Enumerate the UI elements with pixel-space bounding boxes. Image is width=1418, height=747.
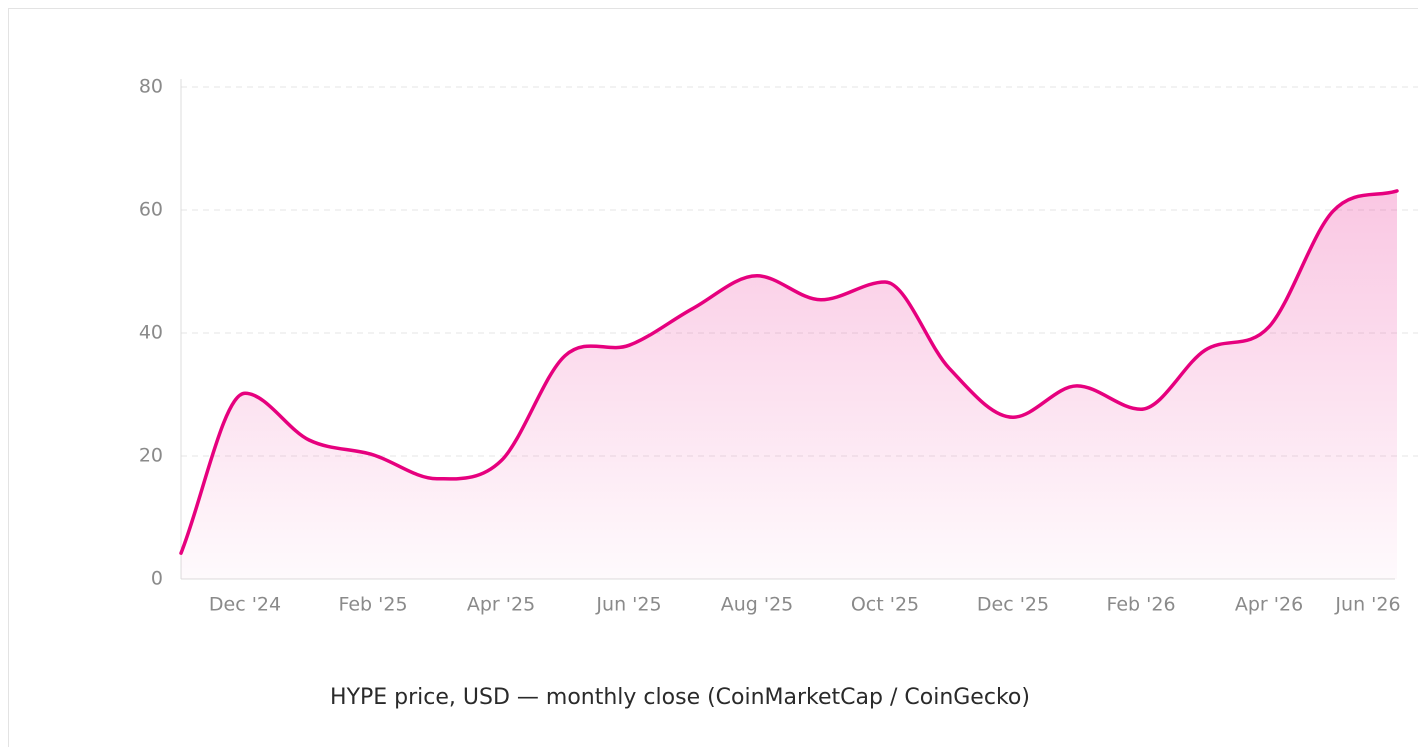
x-tick-label: Oct '25 (851, 594, 919, 616)
x-tick-label: Jun '26 (1334, 594, 1400, 616)
x-tick-label: Dec '24 (209, 594, 281, 616)
x-tick-label: Aug '25 (721, 594, 794, 616)
x-tick-label: Apr '26 (1235, 594, 1303, 616)
y-tick-label: 40 (139, 322, 163, 344)
y-tick-label: 0 (151, 568, 163, 590)
x-tick-label: Jun '25 (595, 594, 661, 616)
x-tick-label: Apr '25 (467, 594, 535, 616)
y-tick-label: 80 (139, 76, 163, 98)
card (8, 8, 1418, 747)
y-tick-label: 20 (139, 445, 163, 467)
caption: HYPE price, USD — monthly close (CoinMar… (330, 685, 1030, 710)
line (179, 189, 1399, 555)
x-tick-label: Feb '25 (338, 594, 407, 616)
y-tick-label: 60 (139, 199, 163, 221)
x-tick-label: Feb '26 (1106, 594, 1175, 616)
area (181, 190, 1397, 579)
x-tick-label: Dec '25 (977, 594, 1049, 616)
